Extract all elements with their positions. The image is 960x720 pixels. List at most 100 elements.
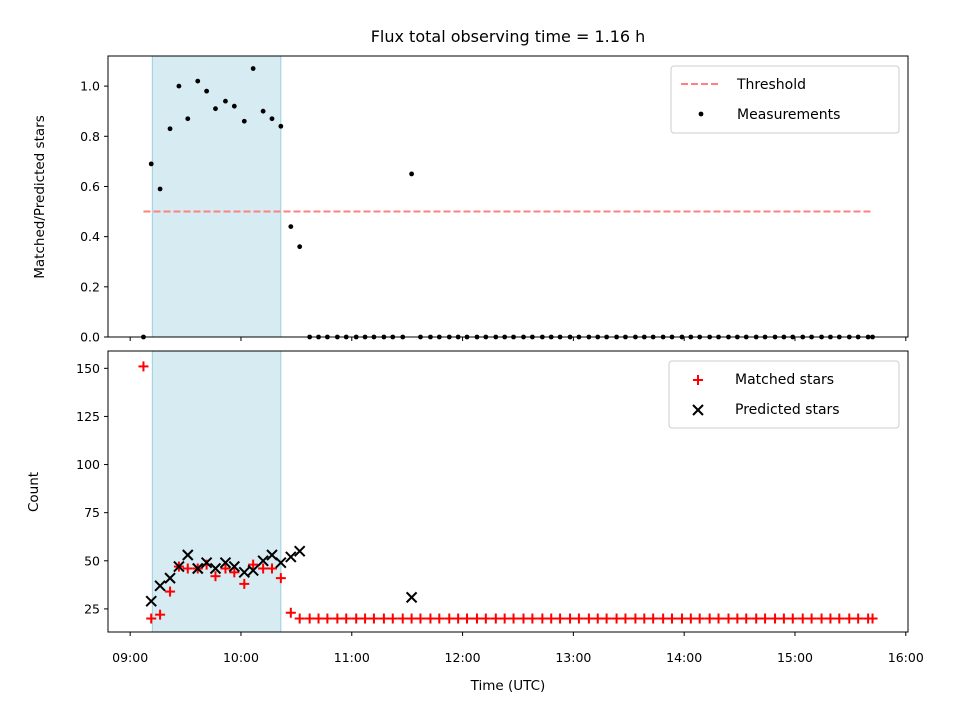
data-point	[611, 613, 622, 624]
observing-window-shade	[151, 350, 282, 633]
data-point	[648, 613, 659, 624]
data-point	[229, 567, 240, 578]
ratio-legend: Threshold Measurements	[670, 65, 900, 134]
data-point	[213, 106, 218, 112]
data-point	[844, 613, 855, 624]
x-tick-label: 10:00	[223, 650, 259, 665]
x-tick-label: 12:00	[445, 650, 481, 665]
data-point	[601, 613, 612, 624]
data-point	[294, 613, 305, 624]
data-point	[834, 613, 845, 624]
data-point	[565, 613, 576, 624]
data-point	[787, 613, 798, 624]
legend-threshold-label: Threshold	[736, 77, 806, 93]
data-point	[351, 613, 362, 624]
data-point	[620, 613, 631, 624]
data-point	[200, 557, 213, 569]
data-point	[182, 549, 194, 561]
y-tick-label: 50	[84, 553, 100, 568]
legend-box	[668, 360, 900, 429]
data-point	[825, 613, 836, 624]
y-tick-label: 100	[76, 457, 100, 472]
matched-stars-series	[138, 361, 878, 624]
count-panel-frame	[107, 350, 909, 633]
data-point	[480, 613, 491, 624]
data-point	[248, 559, 259, 570]
data-point	[204, 88, 210, 94]
y-tick-label: 125	[76, 409, 100, 424]
data-point	[397, 613, 408, 624]
data-point	[145, 595, 157, 607]
data-point	[658, 613, 669, 624]
data-point	[797, 613, 808, 624]
data-point	[275, 573, 286, 584]
x-tick-label: 09:00	[112, 650, 148, 665]
data-point	[406, 613, 417, 624]
ratio-y-axis-label: Matched/Predicted stars	[32, 115, 48, 278]
data-point	[155, 609, 166, 620]
data-point	[164, 572, 176, 584]
data-point	[228, 560, 241, 573]
data-point	[239, 578, 250, 589]
data-point	[341, 613, 352, 624]
x-tick-label: 11:00	[334, 650, 370, 665]
y-tick-label: 0.8	[80, 129, 100, 144]
data-point	[409, 171, 415, 177]
data-point	[241, 118, 247, 124]
observing-window-shade	[151, 55, 282, 338]
data-point	[304, 613, 315, 624]
y-tick-label: 0.4	[80, 229, 100, 244]
data-point	[527, 613, 538, 624]
data-point	[220, 563, 231, 574]
data-point	[154, 580, 166, 592]
data-point	[250, 66, 256, 71]
count-legend: Matched stars Predicted stars	[668, 360, 900, 429]
data-point	[260, 108, 266, 114]
data-point	[508, 613, 519, 624]
data-point	[176, 83, 182, 89]
data-point	[816, 613, 827, 624]
data-point	[185, 116, 191, 122]
data-point	[760, 613, 771, 624]
data-point	[434, 613, 445, 624]
data-point	[732, 613, 743, 624]
data-point	[157, 186, 163, 192]
ratio-panel: 0.0 0.2 0.4 0.6 0.8 1.0 Matched/Predicted sta…	[32, 55, 909, 345]
legend-box	[670, 65, 900, 134]
data-point	[806, 613, 817, 624]
x-axis-label: Time (UTC)	[470, 678, 546, 694]
data-point	[555, 613, 566, 624]
data-point	[182, 563, 193, 574]
y-tick-label: 75	[84, 505, 100, 520]
data-point	[751, 613, 762, 624]
data-point	[387, 613, 398, 624]
data-point	[537, 613, 548, 624]
x-tick-label: 16:00	[888, 650, 924, 665]
legend-predicted-swatch	[692, 404, 704, 416]
predicted-stars-series	[145, 545, 418, 607]
y-tick-label: 0.0	[80, 330, 100, 345]
data-point	[778, 613, 789, 624]
data-point	[368, 613, 379, 624]
data-point	[770, 613, 781, 624]
x-tick-label: 13:00	[555, 650, 591, 665]
ratio-panel-frame	[107, 55, 909, 338]
data-point	[704, 613, 715, 624]
data-point	[853, 613, 864, 624]
data-point	[639, 613, 650, 624]
data-point	[146, 613, 157, 624]
data-point	[247, 564, 259, 577]
data-point	[223, 98, 228, 104]
data-point	[694, 613, 705, 624]
data-point	[867, 613, 878, 624]
data-point	[592, 613, 603, 624]
data-point	[167, 126, 173, 132]
count-y-axis-label: Count	[26, 472, 42, 512]
data-point	[266, 563, 277, 574]
data-point	[360, 613, 371, 624]
data-point	[573, 613, 584, 624]
data-point	[741, 613, 752, 624]
data-point	[313, 613, 324, 624]
data-point	[378, 613, 389, 624]
